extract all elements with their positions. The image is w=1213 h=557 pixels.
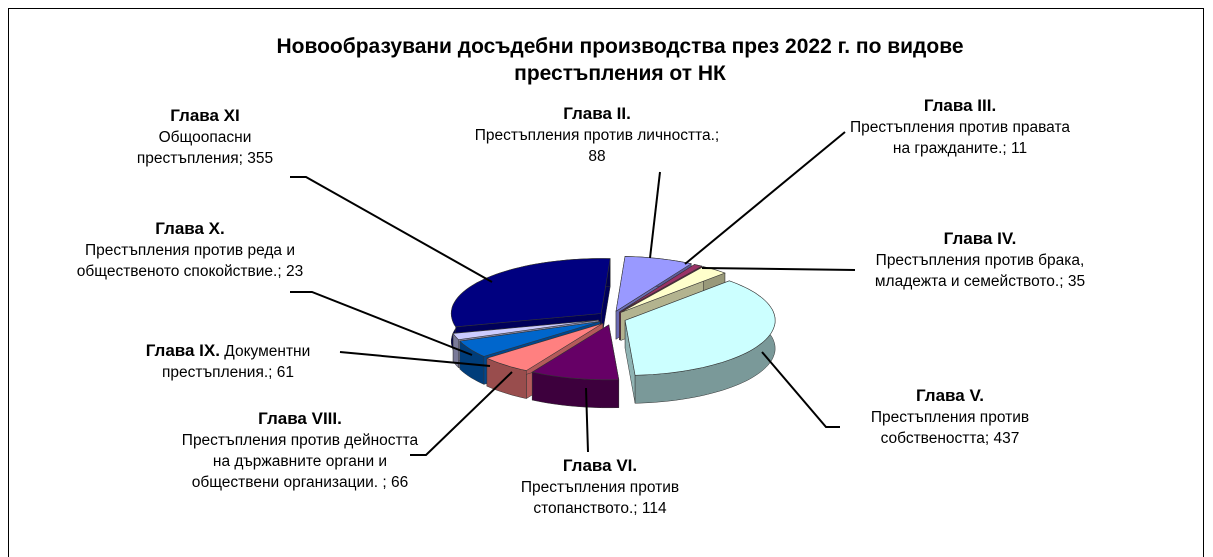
leader-line (290, 176, 493, 283)
data-label: Глава II. Престъпления против личността.;… (467, 103, 727, 167)
value-label: Престъпления против собствеността; 437 (870, 409, 1030, 447)
category-label: Глава VIII. (258, 409, 342, 428)
leader-line (649, 171, 661, 259)
slice-top (452, 319, 599, 341)
category-label: Глава X. (155, 219, 225, 238)
value-label: Общоопасни престъпления; 355 (136, 129, 274, 167)
chart-title: Новообразувани досъдебни производства пр… (276, 35, 964, 85)
value-label: Престъпления против дейността на държавн… (181, 432, 419, 491)
value-label: Документни престъпления.; 61 (162, 343, 311, 381)
value-label: Престъпления против стопанството.; 114 (520, 479, 680, 517)
category-label: Глава IX. (145, 341, 220, 360)
slice-top (615, 256, 692, 312)
category-label: Глава IV. (943, 229, 1017, 248)
leader-line (701, 267, 856, 271)
value-label: Престъпления против реда и общественото … (76, 242, 304, 280)
data-label: Глава XI Общоопасни престъпления; 355 (105, 105, 305, 169)
category-label: Глава V. (916, 386, 984, 405)
data-label: Глава III. Престъпления против правата на… (845, 95, 1075, 159)
leader-line (684, 131, 846, 265)
value-label: Престъпления против правата на гражданит… (849, 119, 1070, 157)
pie-slice (531, 324, 620, 409)
leader-line (339, 351, 491, 367)
data-label: Глава V. Престъпления против собственостт… (835, 385, 1065, 449)
category-label: Глава II. (563, 104, 631, 123)
data-label: Глава VIII. Престъпления против дейността… (180, 408, 420, 493)
leader-line (585, 387, 589, 453)
data-label: Глава X. Престъпления против реда и общес… (70, 218, 310, 282)
chart-frame (8, 8, 1204, 557)
pie-slice (624, 280, 776, 404)
data-label: Глава IV. Престъпления против брака, млад… (855, 228, 1105, 292)
slice-top (624, 280, 776, 376)
data-label: Глава IX. Документни престъпления.; 61 (108, 340, 348, 383)
value-label: Престъпления против брака, младежта и се… (874, 252, 1086, 290)
data-label: Глава VI. Престъпления против стопанствот… (470, 455, 730, 519)
leader-line (290, 291, 473, 356)
category-label: Глава XI (170, 106, 240, 125)
leader-line (410, 371, 513, 456)
category-label: Глава III. (923, 96, 997, 115)
slice-top (459, 321, 600, 357)
slice-top (531, 324, 620, 381)
category-label: Глава VI. (562, 456, 638, 475)
slice-top (486, 323, 604, 371)
value-label: Престъпления против личността.; 88 (474, 127, 720, 165)
slice-top (619, 264, 703, 313)
leader-line (761, 351, 840, 428)
slice-top (620, 266, 726, 313)
